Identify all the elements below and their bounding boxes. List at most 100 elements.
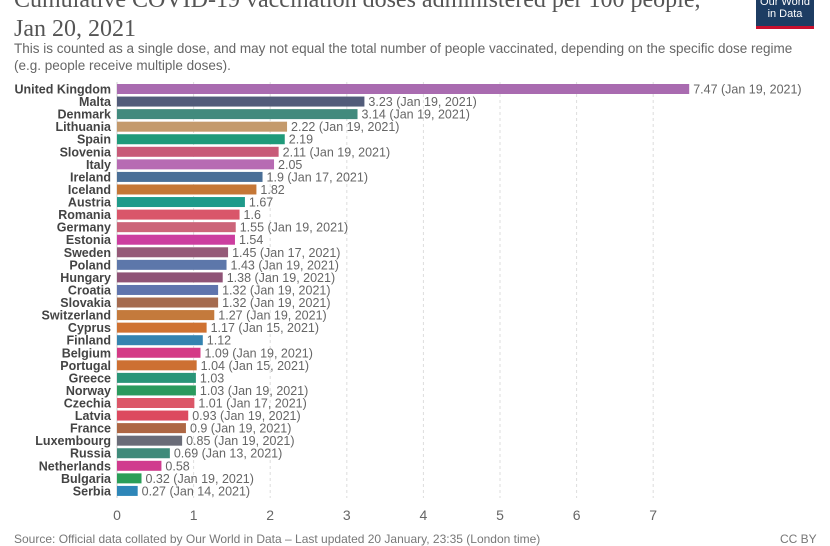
category-label: Netherlands	[39, 459, 111, 473]
data-label: 0.69 (Jan 13, 2021)	[174, 447, 282, 461]
bar	[117, 347, 201, 358]
category-label: Slovakia	[60, 296, 112, 310]
data-label: 1.32 (Jan 19, 2021)	[222, 283, 330, 297]
category-label: Poland	[69, 258, 111, 272]
category-label: Slovenia	[60, 145, 112, 159]
category-label: Denmark	[58, 108, 112, 122]
data-label: 2.19	[289, 133, 313, 147]
category-label: Ireland	[70, 170, 111, 184]
category-label: Finland	[67, 334, 111, 348]
x-tick-label: 7	[649, 507, 657, 523]
data-label: 1.82	[260, 183, 284, 197]
category-label: Greece	[69, 371, 111, 385]
bar	[117, 159, 275, 170]
data-label: 3.14 (Jan 19, 2021)	[362, 108, 470, 122]
category-label: Norway	[66, 384, 111, 398]
bar	[117, 473, 142, 484]
bar	[117, 448, 170, 459]
x-tick-label: 2	[266, 507, 274, 523]
data-label: 1.43 (Jan 19, 2021)	[231, 258, 339, 272]
category-label: Latvia	[75, 409, 112, 423]
data-label: 0.9 (Jan 19, 2021)	[190, 422, 291, 436]
bar	[117, 385, 196, 396]
bar	[117, 485, 138, 496]
data-label: 1.67	[249, 196, 273, 210]
category-label: Russia	[70, 447, 112, 461]
bar	[117, 121, 288, 132]
data-label: 1.09 (Jan 19, 2021)	[204, 346, 312, 360]
category-label: Sweden	[64, 246, 111, 260]
bar	[117, 360, 197, 371]
x-tick-label: 5	[496, 507, 504, 523]
license-link[interactable]: CC BY	[780, 532, 817, 546]
bar	[117, 209, 240, 220]
category-label: Italy	[86, 158, 111, 172]
data-label: 7.47 (Jan 19, 2021)	[693, 83, 801, 97]
bar	[117, 284, 219, 295]
category-label: France	[70, 422, 111, 436]
x-tick-label: 3	[343, 507, 351, 523]
data-label: 1.54	[239, 233, 263, 247]
bar	[117, 335, 203, 346]
bar	[117, 259, 227, 270]
data-label: 0.27 (Jan 14, 2021)	[142, 484, 250, 498]
category-label: Lithuania	[55, 120, 112, 134]
category-label: Switzerland	[42, 309, 111, 323]
data-label: 1.6	[244, 208, 261, 222]
bar	[117, 234, 235, 245]
bar	[117, 247, 229, 258]
bar	[117, 197, 245, 208]
category-label: Romania	[58, 208, 112, 222]
category-label: Belgium	[62, 346, 111, 360]
category-label: Cyprus	[68, 321, 111, 335]
bar	[117, 96, 365, 107]
category-label: Malta	[79, 95, 112, 109]
bar	[117, 146, 279, 157]
data-label: 2.11 (Jan 19, 2021)	[283, 145, 390, 159]
bar	[117, 184, 257, 195]
category-label: Germany	[57, 221, 111, 235]
data-label: 1.04 (Jan 15, 2021)	[201, 359, 309, 373]
x-tick-label: 4	[420, 507, 428, 523]
category-label: Hungary	[60, 271, 111, 285]
data-label: 1.9 (Jan 17, 2021)	[267, 170, 368, 184]
data-label: 0.85 (Jan 19, 2021)	[186, 434, 294, 448]
category-label: Spain	[77, 133, 111, 147]
source-note: Source: Official data collated by Our Wo…	[14, 532, 541, 546]
category-label: Austria	[68, 196, 112, 210]
bar	[117, 435, 183, 446]
data-label: 1.12	[207, 334, 231, 348]
category-label: Iceland	[68, 183, 111, 197]
data-label: 1.38 (Jan 19, 2021)	[227, 271, 335, 285]
bar	[117, 297, 219, 308]
x-tick-label: 0	[113, 507, 121, 523]
bar	[117, 310, 215, 321]
bar	[117, 410, 189, 421]
bar	[117, 322, 207, 333]
bar	[117, 398, 195, 408]
data-label: 0.58	[165, 459, 189, 473]
data-label: 3.23 (Jan 19, 2021)	[368, 95, 476, 109]
category-label: Estonia	[66, 233, 112, 247]
bar	[117, 109, 358, 120]
category-label: Croatia	[68, 283, 112, 297]
bar	[117, 372, 196, 383]
category-label: Bulgaria	[61, 472, 112, 486]
data-label: 1.32 (Jan 19, 2021)	[222, 296, 330, 310]
data-label: 0.32 (Jan 19, 2021)	[146, 472, 254, 486]
data-label: 0.93 (Jan 19, 2021)	[192, 409, 300, 423]
data-label: 1.03 (Jan 19, 2021)	[200, 384, 308, 398]
x-tick-label: 1	[190, 507, 198, 523]
bar	[117, 171, 263, 182]
chart-subtitle: This is counted as a single dose, and ma…	[14, 41, 793, 73]
x-tick-label: 6	[573, 507, 581, 523]
data-label: 1.45 (Jan 17, 2021)	[232, 246, 340, 260]
category-label: Luxembourg	[35, 434, 111, 448]
bar	[117, 460, 162, 471]
data-label: 1.27 (Jan 19, 2021)	[218, 309, 326, 323]
bar	[117, 423, 186, 434]
owid-logo[interactable]: Our World in Data	[756, 0, 814, 29]
category-label: Portugal	[60, 359, 111, 373]
bar	[117, 84, 690, 94]
